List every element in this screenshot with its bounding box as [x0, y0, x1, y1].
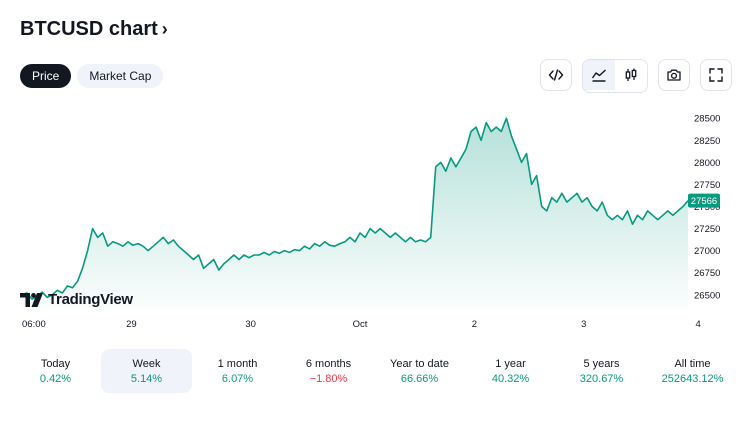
x-tick-label: 2 — [472, 319, 477, 330]
price-line — [21, 117, 689, 300]
fullscreen-button[interactable] — [700, 59, 732, 91]
period-week[interactable]: Week 5.14% — [101, 349, 192, 393]
chart-type-tabs: Price Market Cap — [20, 64, 164, 88]
period-today[interactable]: Today 0.42% — [10, 349, 101, 393]
current-price-label: 27566 — [691, 196, 717, 207]
period-label: Today — [40, 357, 71, 370]
y-tick-label: 26500 — [694, 290, 720, 301]
current-price-badge-bg — [688, 193, 720, 208]
snapshot-button[interactable] — [658, 59, 690, 91]
period-label: Week — [132, 357, 161, 370]
x-axis: 06:00 29 30 Oct 2 3 4 — [22, 319, 701, 330]
x-tick-label: 29 — [126, 319, 137, 330]
period-label: 1 month — [217, 357, 258, 370]
period-label: 1 year — [495, 357, 526, 370]
period-6-months[interactable]: 6 months −1.80% — [283, 349, 374, 393]
tab-market-cap[interactable]: Market Cap — [77, 64, 164, 88]
period-1-month[interactable]: 1 month 6.07% — [192, 349, 283, 393]
chart-title[interactable]: BTCUSD chart › — [20, 18, 168, 41]
tradingview-logo-text: TradingView — [48, 291, 133, 308]
embed-button[interactable] — [540, 59, 572, 91]
x-tick-label: 30 — [245, 319, 256, 330]
price-chart[interactable]: 2850028250280002775027500272502700026750… — [0, 100, 750, 340]
y-tick-label: 28000 — [694, 158, 720, 169]
period-1-year[interactable]: 1 year 40.32% — [465, 349, 556, 393]
chart-style-toggle — [582, 59, 648, 93]
x-tick-label: Oct — [353, 319, 368, 330]
x-tick-label: 4 — [695, 319, 700, 330]
period-change: 5.14% — [130, 372, 163, 385]
period-change: 320.67% — [579, 372, 624, 385]
period-5-years[interactable]: 5 years 320.67% — [556, 349, 647, 393]
period-change: 0.42% — [39, 372, 72, 385]
x-tick-label: 06:00 — [22, 319, 46, 330]
period-change: 6.07% — [221, 372, 254, 385]
chart-title-text: BTCUSD chart — [20, 18, 158, 40]
current-price-badge: 27566 — [688, 193, 720, 208]
period-label: 6 months — [305, 357, 352, 370]
y-tick-label: 28250 — [694, 136, 720, 147]
y-tick-label: 27000 — [694, 246, 720, 257]
period-all-time[interactable]: All time 252643.12% — [647, 349, 738, 393]
period-label: 5 years — [583, 357, 620, 370]
tradingview-logo[interactable]: TradingView — [20, 291, 133, 308]
area-chart-icon — [591, 69, 606, 82]
y-tick-label: 27750 — [694, 180, 720, 191]
period-label: Year to date — [390, 357, 449, 370]
chevron-right-icon: › — [161, 19, 168, 39]
period-change: 66.66% — [400, 372, 439, 385]
period-change: 252643.12% — [661, 372, 724, 385]
tradingview-logo-icon — [20, 292, 43, 307]
embed-code-icon — [548, 69, 564, 81]
period-performance: Today 0.42% Week 5.14% 1 month 6.07% 6 m… — [10, 349, 738, 393]
y-tick-label: 26750 — [694, 268, 720, 279]
candles-button[interactable] — [615, 60, 647, 90]
period-label: All time — [674, 357, 711, 370]
y-tick-label: 28500 — [694, 114, 720, 125]
period-year-to-date[interactable]: Year to date 66.66% — [374, 349, 465, 393]
candlestick-icon — [625, 68, 637, 81]
period-change: 40.32% — [491, 372, 530, 385]
fullscreen-icon — [709, 68, 723, 82]
camera-icon — [667, 69, 681, 81]
x-tick-label: 3 — [581, 319, 586, 330]
chart-toolbar — [540, 59, 732, 93]
y-tick-label: 27250 — [694, 224, 720, 235]
area-chart-button[interactable] — [583, 60, 615, 90]
price-area-fill — [22, 118, 688, 308]
period-change: −1.80% — [309, 372, 348, 385]
tab-price[interactable]: Price — [20, 64, 72, 88]
